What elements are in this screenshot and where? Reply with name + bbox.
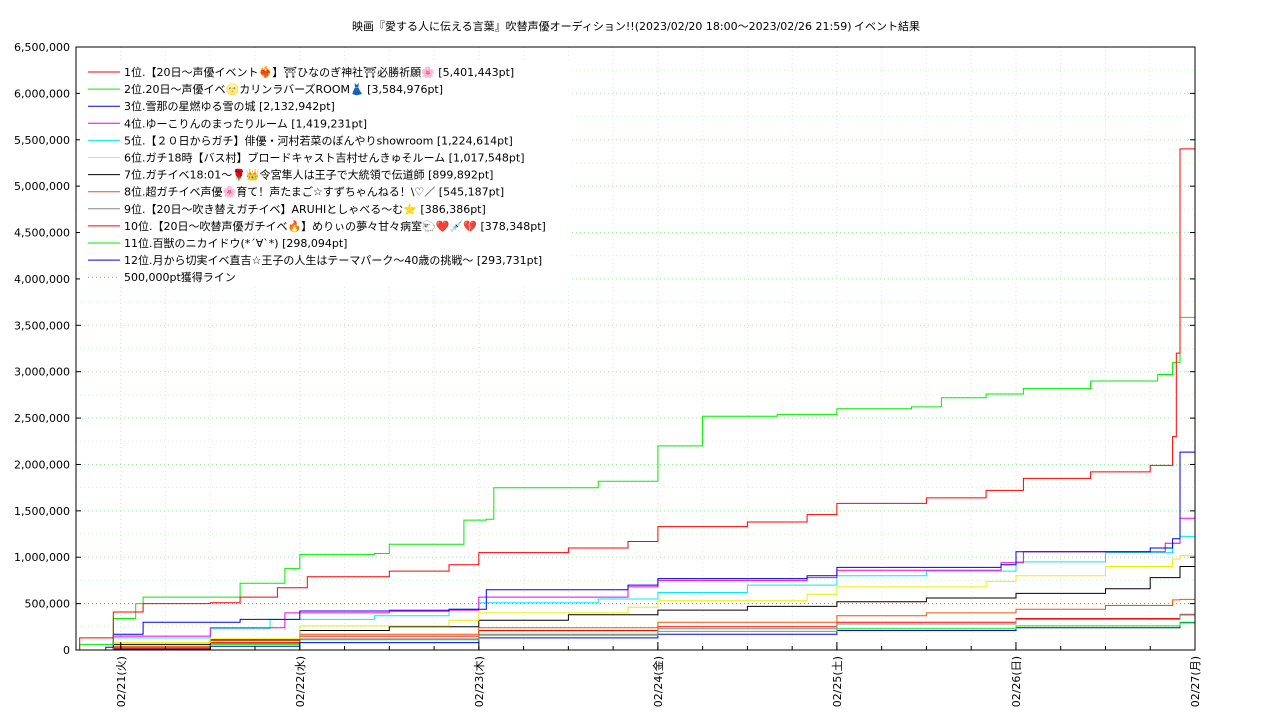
legend-entry: 2位.20日～声優イベ🌝カリンラバーズROOM👗 [3,584,976pt] [124, 82, 443, 96]
legend-entry: 3位.雪那の星燃ゆる雪の城 [2,132,942pt] [124, 99, 335, 113]
series-line-3 [76, 451, 1195, 651]
x-tick-label: 02/26(日) [1010, 656, 1023, 707]
y-tick-label: 4,000,000 [14, 273, 70, 286]
x-tick-label: 02/27(月) [1189, 656, 1202, 707]
legend-entry: 4位.ゆーこりんのまったりルーム [1,419,231pt] [124, 116, 367, 130]
chart-title: 映画『愛する人に伝える言葉』吹替声優オーディション!!(2023/02/20 1… [352, 19, 852, 33]
x-tick-label: 02/24(金) [651, 656, 665, 707]
series-line-1 [76, 148, 1195, 651]
legend-entry: 8位.超ガチイベ声優🌸育て！声たまご☆すずちゃんねる！\♡／ [545,187p… [124, 185, 504, 199]
series-line-10 [76, 614, 1195, 651]
y-tick-label: 5,000,000 [14, 180, 70, 193]
y-tick-label: 1,000,000 [14, 551, 70, 564]
x-tick-label: 02/21(火) [115, 656, 128, 707]
legend-entry: 7位.ガチイベ18:01～🌹👑令宮隼人は王子で大統領で伝道師 [899,892p… [124, 168, 493, 182]
y-tick-label: 5,500,000 [14, 134, 70, 147]
x-tick-label: 02/25(土) [831, 656, 844, 707]
series-line-9 [76, 613, 1195, 651]
y-tick-label: 3,500,000 [14, 319, 70, 332]
axes: 0 500,000 1,000,000 1,500,000 2,000,000 2,500… [14, 41, 1202, 707]
series-lines [76, 148, 1195, 651]
plot-frame [75, 46, 1196, 651]
series-line-2 [76, 316, 1195, 651]
y-tick-label: 1,500,000 [14, 505, 70, 518]
series-line-12 [76, 622, 1195, 651]
legend-entry: 9位.【20日～吹き替えガチイベ】ARUHIとしゃべる～む⭐ [386,386p… [124, 202, 486, 216]
y-tick-label: 2,500,000 [14, 412, 70, 425]
y-tick-label: 3,000,000 [14, 366, 70, 379]
legend-entry: 10位.【20日～吹替声優ガチイベ🔥】めりぃの夢々甘々病室🐑❤️💉💔 [378,… [124, 219, 546, 233]
x-tick-label: 02/22(水) [294, 656, 307, 707]
legend-entry: 12位.月から切実イベ直吉☆王子の人生はテーマパーク～40歳の挑戦～ [293,… [124, 253, 542, 267]
legend-entry: 1位.【20日～声優イベント❤️‍🔥】⛩ひなのぎ神社⛩必勝祈願🌸 [5,401,… [124, 65, 514, 79]
y-tick-label: 6,500,000 [14, 41, 70, 54]
legend-entry: 5位.【２０日からガチ】俳優・河村若菜のぼんやりshowroom [1,224,… [124, 133, 513, 147]
chart-subtitle: イベント結果 [854, 19, 920, 33]
y-tick-label: 0 [63, 644, 70, 657]
series-line-7 [76, 566, 1195, 651]
legend: 1位.【20日～声優イベント❤️‍🔥】⛩ひなのぎ神社⛩必勝祈願🌸 [5,401,… [80, 60, 570, 286]
y-tick-label: 4,500,000 [14, 227, 70, 240]
series-line-6 [76, 555, 1195, 651]
y-tick-label: 6,000,000 [14, 87, 70, 100]
x-tick-label: 02/23(木) [473, 656, 486, 707]
legend-entry: 11位.百獣のニカイドウ(*´∀`*) [298,094pt] [124, 236, 347, 250]
y-tick-label: 500,000 [25, 598, 71, 611]
legend-background [80, 60, 570, 286]
y-tick-label: 2,000,000 [14, 458, 70, 471]
legend-entry: 500,000pt獲得ライン [124, 271, 236, 284]
legend-entry: 6位.ガチ18時【バス村】ブロードキャスト吉村せんきゅそルーム [1,017,5… [124, 151, 525, 165]
series-line-5 [76, 535, 1195, 651]
